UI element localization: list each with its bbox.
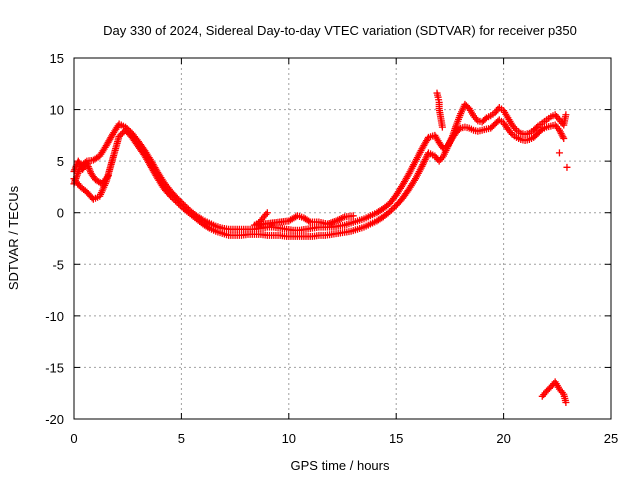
axis-ticks — [73, 57, 612, 420]
data-point — [419, 161, 427, 169]
data-point — [559, 133, 567, 141]
y-tick-label: 10 — [50, 103, 64, 118]
data-point — [349, 212, 357, 220]
data-point — [481, 115, 489, 123]
y-tick-label: 0 — [57, 206, 64, 221]
x-tick-label: 20 — [496, 431, 510, 446]
x-tick-label: 0 — [70, 431, 77, 446]
y-tick-label: -20 — [45, 412, 64, 427]
data-point — [117, 131, 125, 139]
data-point — [560, 134, 568, 142]
data-series — [70, 89, 571, 406]
x-tick-label: 5 — [178, 431, 185, 446]
series-short-segment — [250, 209, 357, 229]
data-point — [171, 197, 179, 205]
data-point — [562, 398, 570, 406]
data-point — [438, 123, 446, 131]
data-point — [386, 208, 394, 216]
data-point — [176, 201, 184, 209]
series-early-segment — [70, 157, 112, 188]
data-point — [420, 157, 428, 165]
y-axis-label: SDTVAR / TECUs — [6, 185, 21, 290]
x-axis-label: GPS time / hours — [291, 458, 390, 473]
tick-labels: 0 5 10 15 20 25 -20 -15 -10 -5 0 5 10 15 — [45, 51, 618, 446]
data-point — [533, 123, 541, 131]
plot-frame — [73, 57, 612, 420]
x-tick-label: 15 — [389, 431, 403, 446]
y-tick-label: 5 — [57, 154, 64, 169]
data-point — [104, 172, 112, 180]
data-point — [422, 154, 430, 162]
data-point — [170, 195, 178, 203]
data-point — [563, 163, 571, 171]
grid-lines — [74, 58, 611, 419]
y-tick-label: -15 — [45, 360, 64, 375]
series-spike-17 — [433, 89, 446, 131]
data-point — [103, 173, 111, 181]
y-tick-label: 15 — [50, 51, 64, 66]
data-point — [168, 194, 176, 202]
data-point — [455, 126, 463, 134]
y-tick-label: -10 — [45, 309, 64, 324]
data-point — [305, 217, 313, 225]
x-tick-label: 10 — [282, 431, 296, 446]
data-point — [387, 206, 395, 214]
data-point — [420, 159, 428, 167]
y-tick-label: -5 — [52, 257, 64, 272]
data-point — [175, 200, 183, 208]
data-point — [173, 198, 181, 206]
x-tick-label: 25 — [604, 431, 618, 446]
series-late-outliers — [555, 149, 571, 171]
data-point — [418, 162, 426, 170]
chart-title: Day 330 of 2024, Sidereal Day-to-day VTE… — [103, 23, 577, 38]
series-main-band-lower — [70, 116, 568, 240]
data-point — [167, 192, 175, 200]
data-point — [423, 152, 431, 160]
series-low-segment — [538, 378, 570, 406]
data-point — [204, 223, 212, 231]
data-point — [537, 127, 545, 135]
data-point — [555, 149, 563, 157]
data-point — [421, 156, 429, 164]
data-point — [389, 205, 397, 213]
data-point — [115, 132, 123, 140]
data-point — [562, 111, 570, 119]
